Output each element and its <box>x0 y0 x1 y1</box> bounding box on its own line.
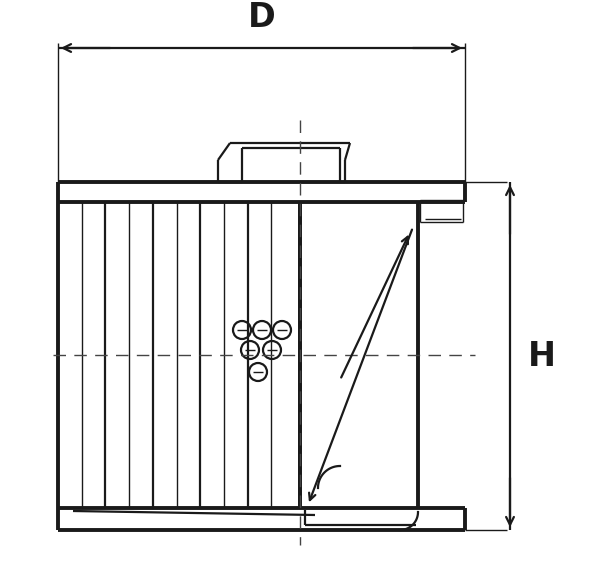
Text: H: H <box>528 339 556 373</box>
Text: D: D <box>248 1 275 34</box>
